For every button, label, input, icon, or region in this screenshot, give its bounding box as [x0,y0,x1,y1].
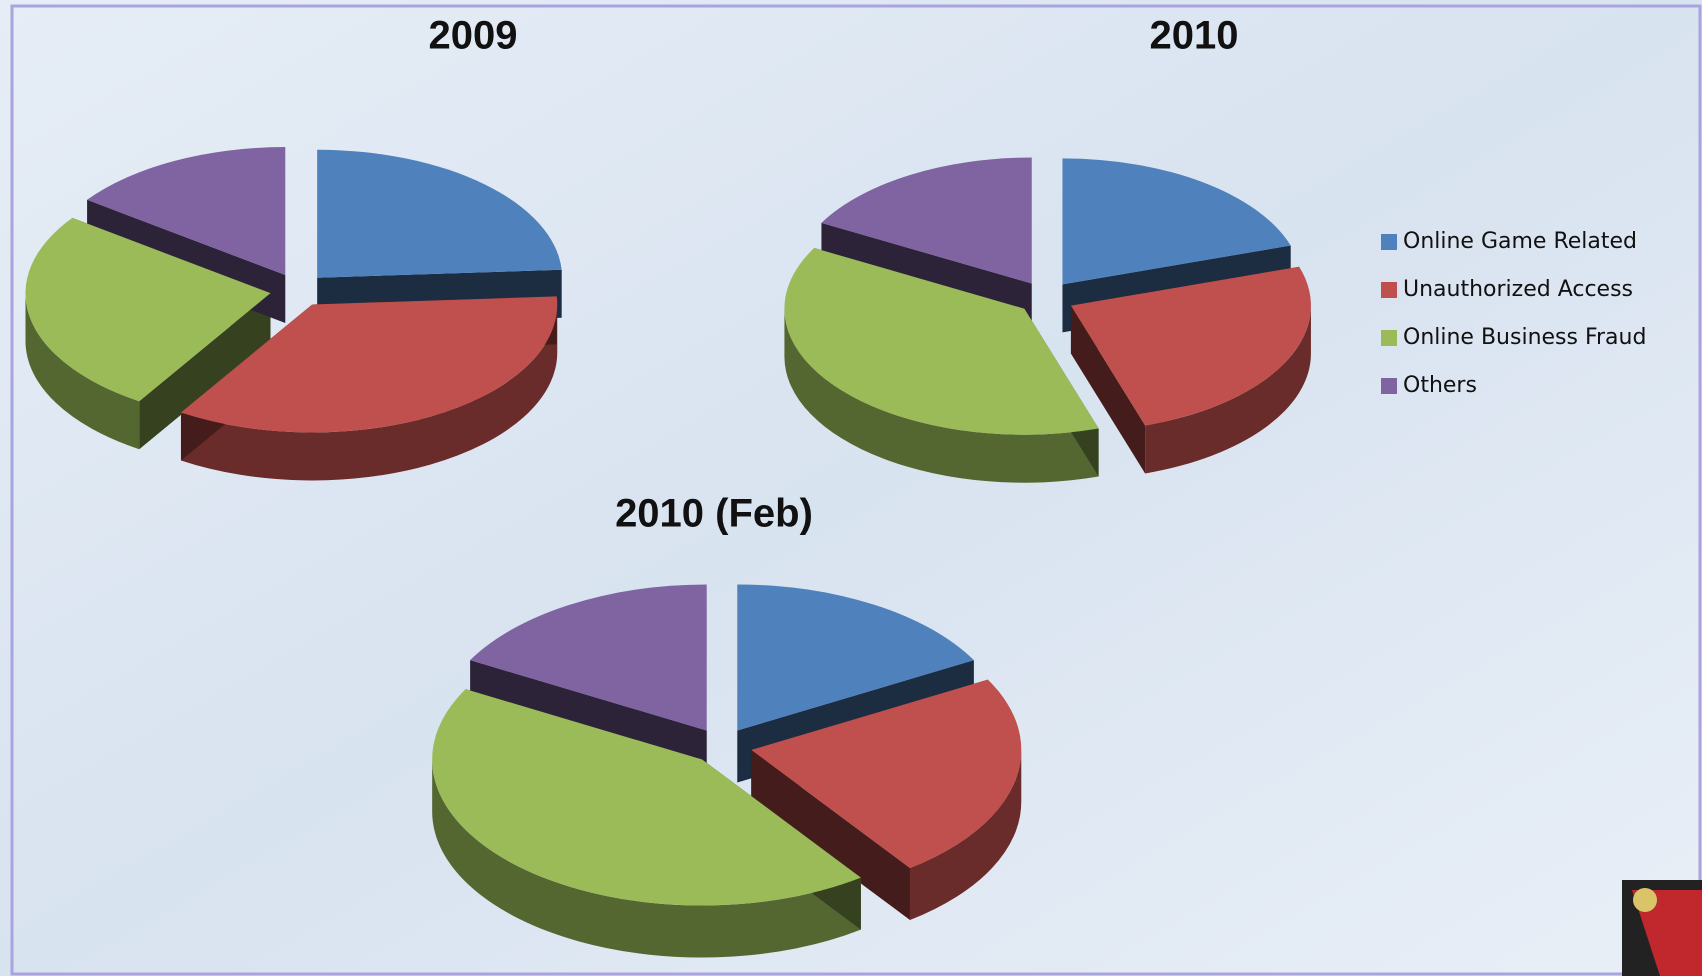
logo [1622,880,1702,976]
chart-title: 2010 (Feb) [615,492,813,536]
legend-swatch [1381,234,1397,250]
legend-label: Online Game Related [1403,229,1637,254]
chart-title: 2010 [1150,14,1239,58]
legend-swatch [1381,282,1397,298]
legend-label: Others [1403,373,1477,398]
chart-title: 2009 [429,14,518,58]
legend-label: Unauthorized Access [1403,277,1633,302]
legend-label: Online Business Fraud [1403,325,1646,350]
legend-swatch [1381,378,1397,394]
page: 2009 2010 2010 (Feb) Online Game Related Una… [0,0,1702,976]
legend-swatch [1381,330,1397,346]
chart: 2009 2010 2010 (Feb) Online Game Related Una… [0,0,1702,976]
